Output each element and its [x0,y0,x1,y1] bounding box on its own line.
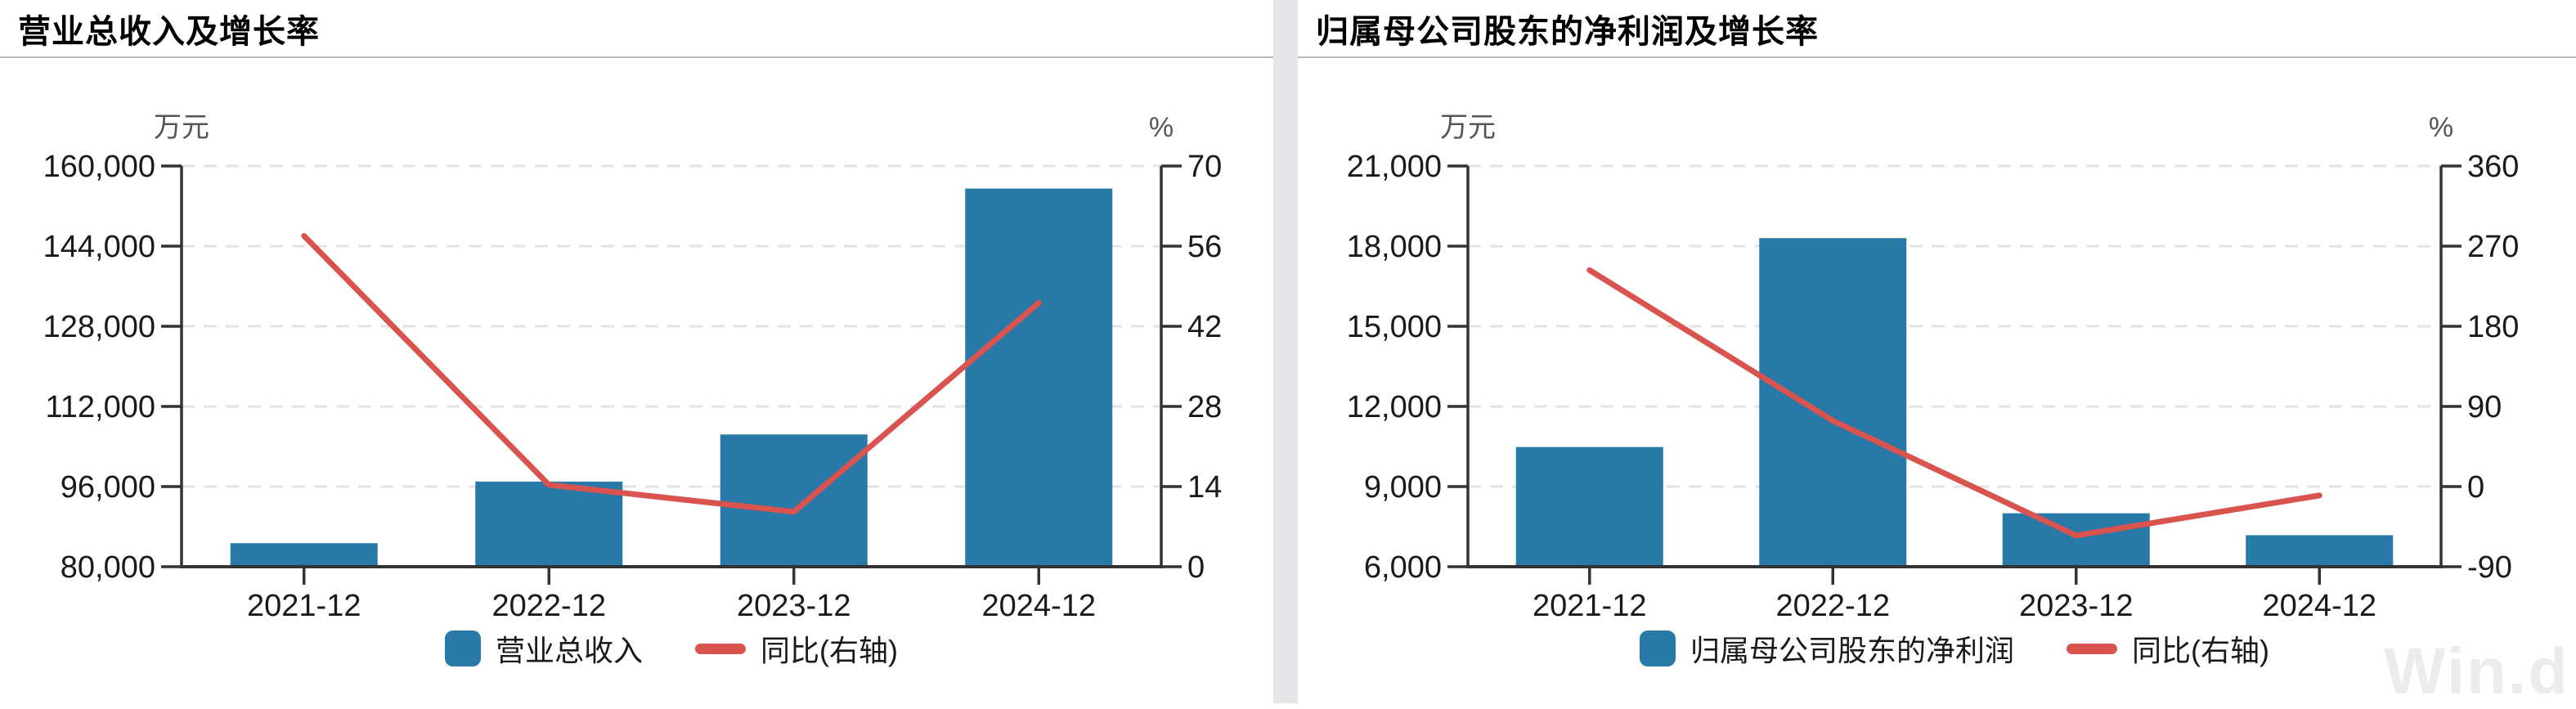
svg-text:21,000: 21,000 [1347,150,1442,184]
net-profit-chart-canvas: 6,000 -90 9,000 0 12,000 90 15,000 180 18,000 270… [1347,112,2520,623]
svg-text:112,000: 112,000 [45,390,155,424]
revenue-chart-canvas: 80,000 0 96,000 14 112,000 28 128,000 42 144,000… [43,112,1223,623]
svg-text:9,000: 9,000 [1364,470,1442,505]
svg-text:12,000: 12,000 [1347,390,1442,424]
svg-text:万元: 万元 [154,112,209,143]
svg-text:-90: -90 [2467,550,2512,585]
bar-series-swatch [1640,630,1676,666]
svg-text:96,000: 96,000 [61,470,155,505]
svg-text:28: 28 [1187,390,1222,424]
svg-text:%: % [1149,112,1174,143]
svg-text:270: 270 [2467,230,2519,264]
bar-series-label: 营业总收入 [496,634,644,667]
svg-text:2024-12: 2024-12 [2263,589,2376,623]
svg-text:0: 0 [2467,470,2484,505]
svg-text:2021-12: 2021-12 [1533,589,1646,623]
svg-text:90: 90 [2467,390,2502,424]
svg-text:56: 56 [1187,230,1222,264]
net-profit-chart-area: 6,000 -90 9,000 0 12,000 90 15,000 180 18,000 270… [1298,58,2576,707]
svg-text:2022-12: 2022-12 [1776,589,1890,623]
revenue-legend: 营业总收入 同比(右轴) [182,629,1161,668]
svg-text:2023-12: 2023-12 [737,589,850,623]
svg-text:2023-12: 2023-12 [2019,589,2133,623]
legend-item-net-profit-yoy-line: 同比(右轴) [2067,627,2269,670]
svg-text:70: 70 [1187,150,1222,184]
svg-text:180: 180 [2467,310,2519,344]
net-profit-chart-title: 归属母公司股东的净利润及增长率 [1298,0,2576,58]
svg-text:18,000: 18,000 [1347,230,1442,264]
net-profit-legend: 归属母公司股东的净利润 同比(右轴) [1468,629,2441,668]
legend-item-revenue-yoy-line: 同比(右轴) [695,627,898,670]
revenue-chart-area: 80,000 0 96,000 14 112,000 28 128,000 42 144,000… [0,58,1273,703]
net-profit-panel: 归属母公司股东的净利润及增长率 6,000 -90 9,000 0 12,000 90 15… [1298,0,2576,707]
svg-text:360: 360 [2467,150,2519,184]
legend-item-revenue-bar: 营业总收入 [445,627,643,670]
svg-text:2024-12: 2024-12 [982,589,1096,623]
svg-text:15,000: 15,000 [1347,310,1442,344]
legend-item-net-profit-bar: 归属母公司股东的净利润 [1640,627,2014,670]
svg-text:14: 14 [1187,470,1222,505]
line-series-swatch [695,643,747,654]
svg-text:%: % [2429,112,2453,143]
revenue-chart-title: 营业总收入及增长率 [0,0,1273,58]
wind-watermark: Win.d [2384,635,2569,707]
revenue-panel: 营业总收入及增长率 80,000 0 96,000 14 112,000 28 128,00… [0,0,1273,703]
line-series-label: 同比(右轴) [2132,634,2269,667]
svg-text:2021-12: 2021-12 [247,589,361,623]
line-series-swatch [2067,643,2118,654]
bar-series-label: 归属母公司股东的净利润 [1690,634,2015,667]
svg-text:128,000: 128,000 [43,310,155,344]
svg-text:2022-12: 2022-12 [492,589,606,623]
svg-text:42: 42 [1187,310,1222,344]
svg-text:6,000: 6,000 [1364,550,1442,585]
svg-text:80,000: 80,000 [61,550,155,585]
svg-text:160,000: 160,000 [43,150,155,184]
svg-text:144,000: 144,000 [43,230,155,264]
panel-divider [1273,0,1298,703]
svg-text:0: 0 [1187,550,1205,585]
bar-series-swatch [445,630,481,666]
svg-text:万元: 万元 [1440,112,1496,143]
line-series-label: 同比(右轴) [761,634,898,667]
